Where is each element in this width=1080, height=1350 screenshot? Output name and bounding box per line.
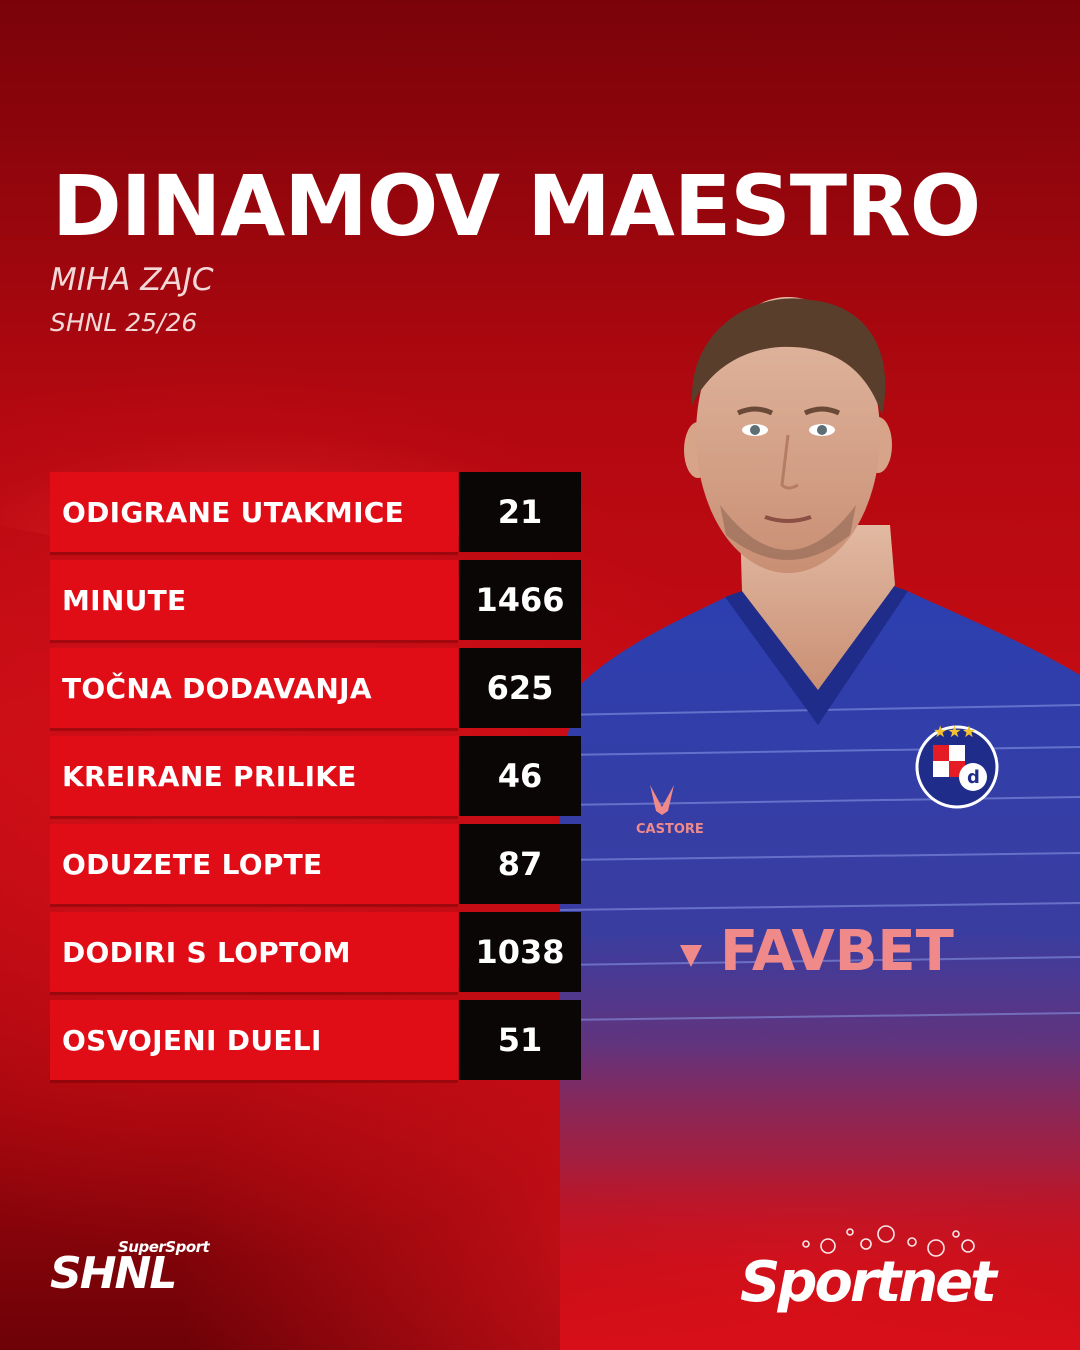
stat-value: 21 [459, 472, 581, 552]
sportnet-logo: Sportnet [740, 1250, 997, 1315]
stat-label: OSVOJENI DUELI [50, 1000, 458, 1080]
stat-label: ODIGRANE UTAKMICE [50, 472, 458, 552]
stat-label: DODIRI S LOPTOM [50, 912, 458, 992]
player-photo: d ★★★ CASTORE FAVBET [560, 297, 1080, 1350]
stat-value: 625 [459, 648, 581, 728]
stat-label: TOČNA DODAVANJA [50, 648, 458, 728]
stat-label: ODUZETE LOPTE [50, 824, 458, 904]
stat-row: TOČNA DODAVANJA 625 [50, 648, 581, 728]
shnl-logo: SuperSport SHNL [50, 1238, 220, 1304]
stat-label: KREIRANE PRILIKE [50, 736, 458, 816]
shnl-logo-small: SuperSport [118, 1238, 210, 1256]
stat-row: MINUTE 1466 [50, 560, 581, 640]
stat-row: KREIRANE PRILIKE 46 [50, 736, 581, 816]
player-name: MIHA ZAJC [50, 262, 214, 298]
svg-text:★★★: ★★★ [933, 722, 976, 741]
stat-row: ODIGRANE UTAKMICE 21 [50, 472, 581, 552]
kit-brand-text: CASTORE [636, 822, 704, 837]
poster-title: DINAMOV MAESTRO [52, 157, 981, 255]
stat-value: 87 [459, 824, 581, 904]
stat-row: ODUZETE LOPTE 87 [50, 824, 581, 904]
sponsor-text: FAVBET [720, 919, 954, 984]
svg-text:d: d [967, 767, 980, 788]
stat-value: 1466 [459, 560, 581, 640]
stat-label: MINUTE [50, 560, 458, 640]
shnl-logo-main: SHNL [50, 1248, 177, 1299]
season-label: SHNL 25/26 [50, 308, 198, 337]
stat-value: 1038 [459, 912, 581, 992]
stat-value: 46 [459, 736, 581, 816]
stats-table: ODIGRANE UTAKMICE 21 MINUTE 1466 TOČNA DODAV… [50, 472, 581, 1088]
sportnet-bubbles-icon [802, 1225, 975, 1257]
stat-row: OSVOJENI DUELI 51 [50, 1000, 581, 1080]
stat-row: DODIRI S LOPTOM 1038 [50, 912, 581, 992]
stat-value: 51 [459, 1000, 581, 1080]
